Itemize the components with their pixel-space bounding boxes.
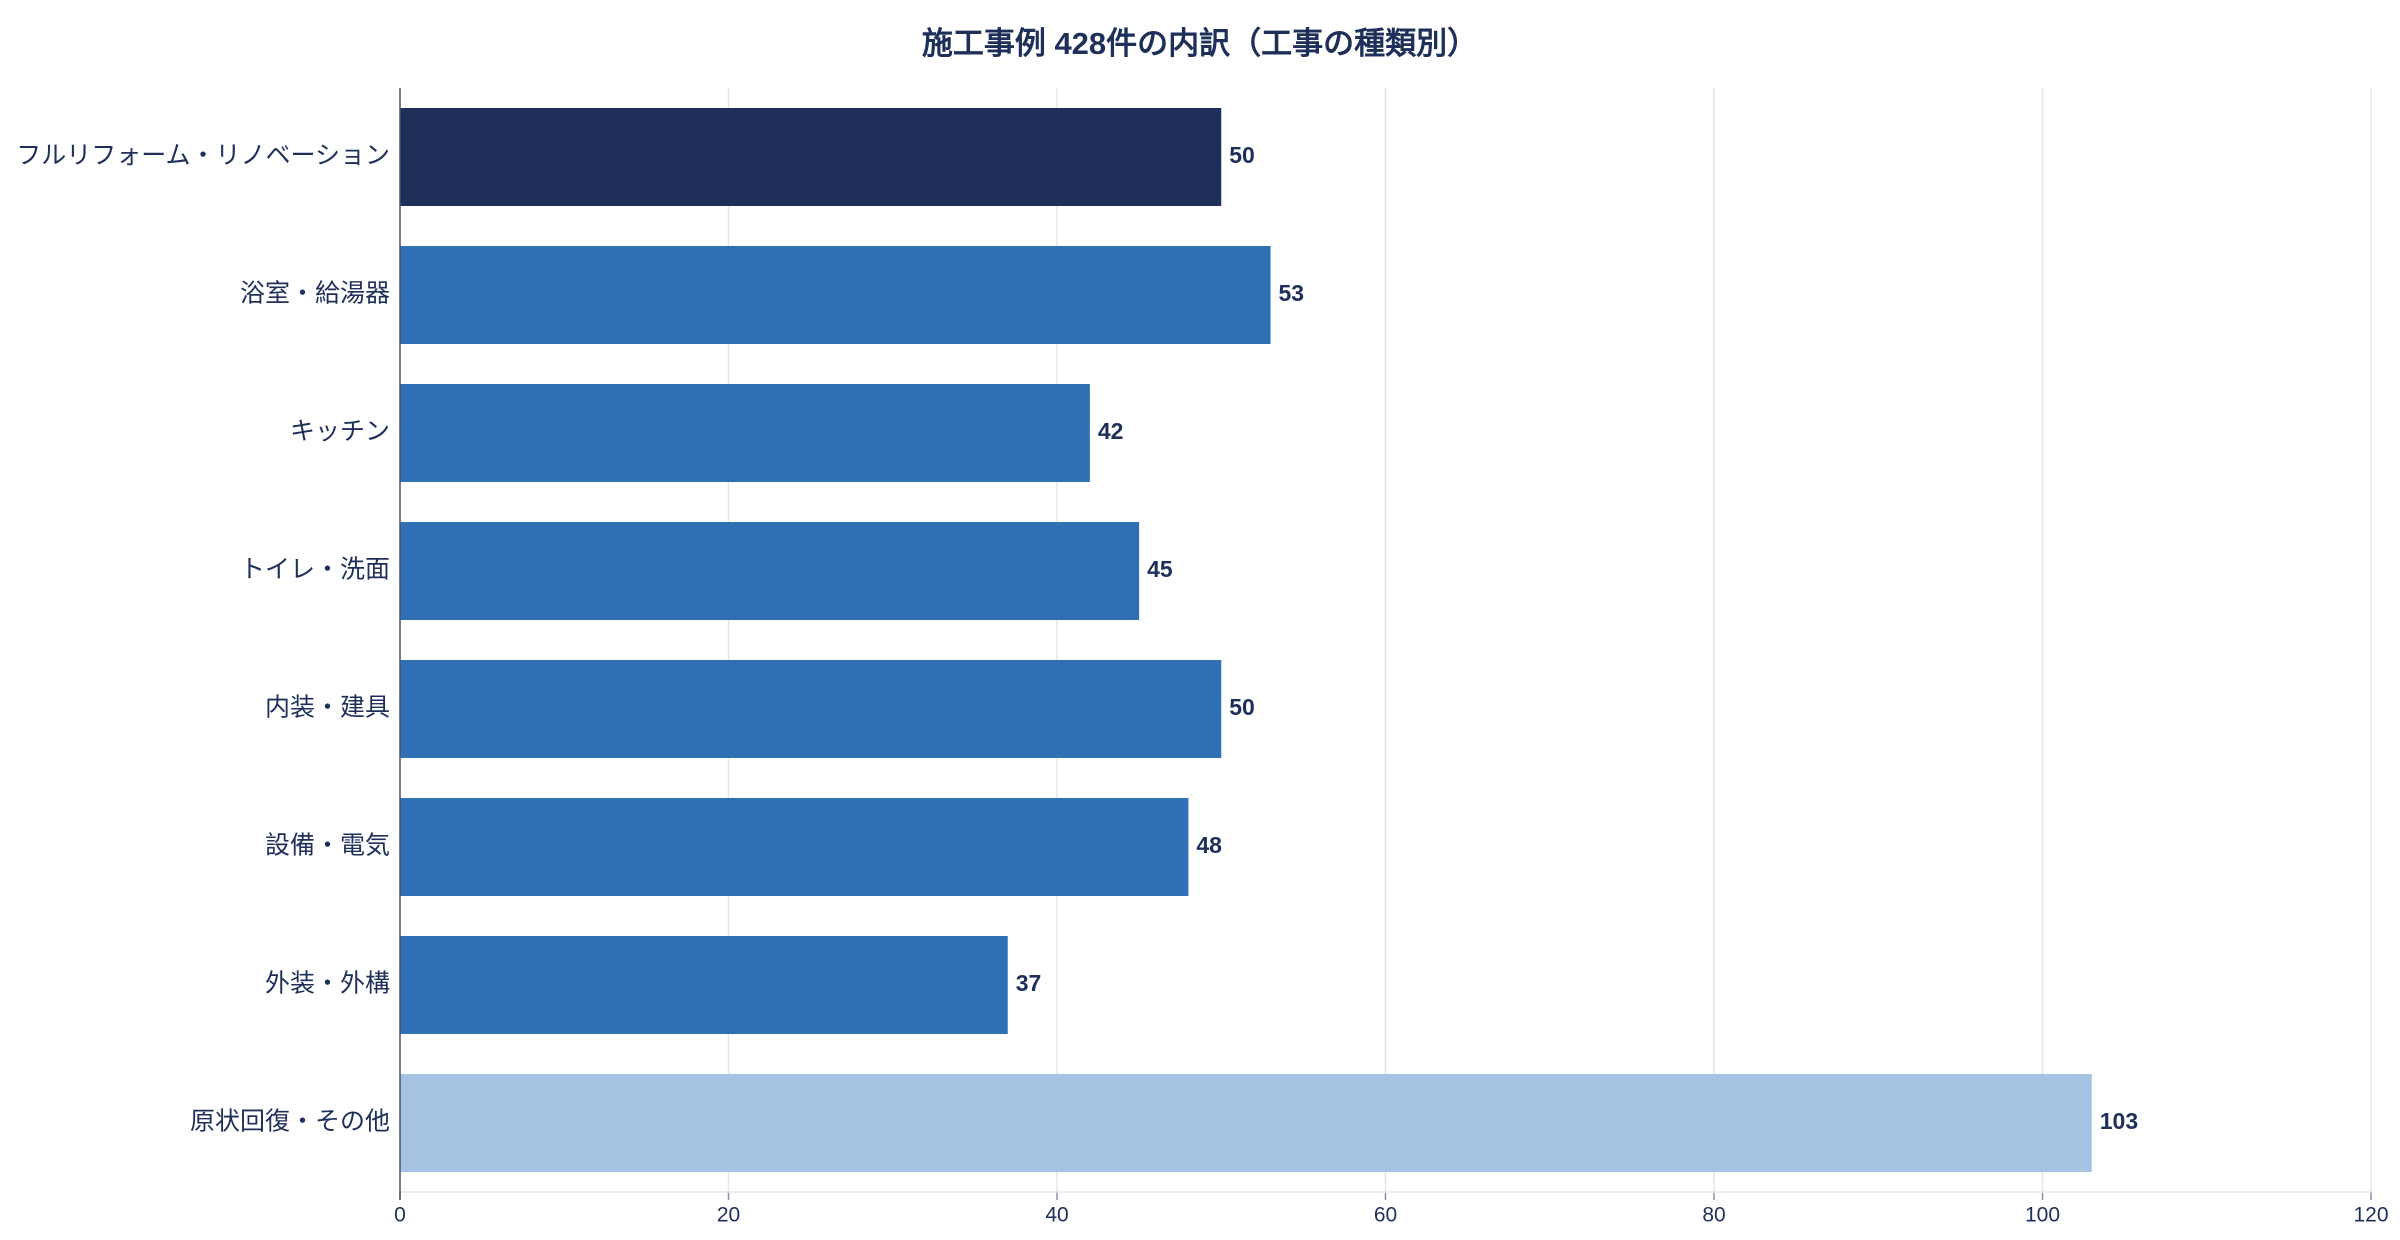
- y-tick-label: 外装・外構: [265, 970, 390, 998]
- y-tick-label: 設備・電気: [265, 832, 390, 860]
- value-label: 53: [1279, 280, 1305, 306]
- x-tick-label: 0: [394, 1204, 406, 1227]
- y-tick-label: 内装・建具: [265, 694, 390, 722]
- bar: [400, 1074, 2092, 1172]
- value-label: 103: [2100, 1108, 2138, 1134]
- value-label: 50: [1229, 142, 1255, 168]
- value-label: 42: [1098, 418, 1124, 444]
- y-tick-label: キッチン: [290, 418, 390, 446]
- x-tick-label: 40: [1045, 1204, 1068, 1227]
- x-tick-label: 80: [1702, 1204, 1725, 1227]
- value-label: 50: [1229, 694, 1255, 720]
- value-label: 45: [1147, 556, 1173, 582]
- bar: [400, 108, 1222, 206]
- x-tick-label: 100: [2025, 1204, 2060, 1227]
- x-tick-label: 20: [717, 1204, 740, 1227]
- bar: [400, 936, 1008, 1034]
- bar: [400, 522, 1140, 620]
- value-label: 37: [1016, 970, 1042, 996]
- bar: [400, 798, 1189, 896]
- y-tick-label: 浴室・給湯器: [240, 280, 390, 308]
- y-tick-label: 原状回復・その他: [190, 1108, 390, 1136]
- y-tick-label: フルリフォーム・リノベーション: [16, 142, 390, 170]
- chart-title: 施工事例 428件の内訳（工事の種類別）: [922, 26, 1478, 61]
- x-tick-label: 120: [2353, 1204, 2388, 1227]
- y-tick-label: トイレ・洗面: [240, 556, 390, 584]
- bar: [400, 246, 1271, 344]
- value-label: 48: [1196, 832, 1222, 858]
- bar: [400, 660, 1222, 758]
- bar: [400, 384, 1090, 482]
- x-tick-label: 60: [1374, 1204, 1397, 1227]
